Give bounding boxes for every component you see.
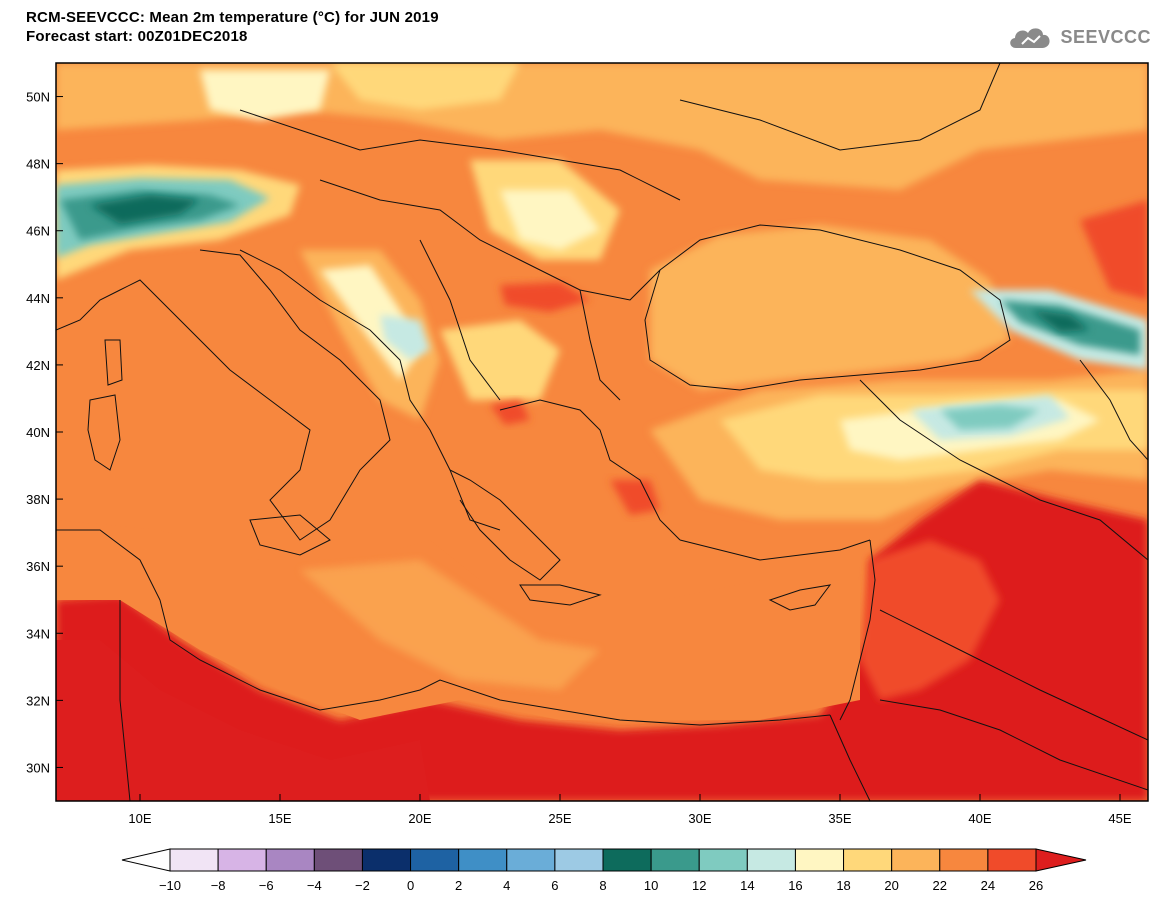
colorbar-low-arrow — [121, 848, 171, 872]
lat-tick-label: 34N — [26, 626, 50, 641]
colorbar-label: −6 — [259, 878, 274, 893]
colorbar-swatch — [217, 848, 267, 872]
colorbar-swatch — [794, 848, 845, 872]
colorbar-label: 24 — [981, 878, 995, 893]
colorbar-label: 12 — [692, 878, 706, 893]
colorbar-swatch — [265, 848, 315, 872]
colorbar-label: 20 — [884, 878, 898, 893]
colorbar-swatch — [361, 848, 412, 872]
colorbar-label: 26 — [1029, 878, 1043, 893]
colorbar-label: 16 — [788, 878, 802, 893]
colorbar-label: 0 — [407, 878, 414, 893]
lon-tick-label: 45E — [1108, 811, 1131, 826]
colorbar-label: 14 — [740, 878, 754, 893]
lon-tick-label: 35E — [828, 811, 851, 826]
colorbar-label: 8 — [599, 878, 606, 893]
colorbar-label: 22 — [933, 878, 947, 893]
colorbar-label: −8 — [211, 878, 226, 893]
colorbar-swatch — [746, 848, 796, 872]
lat-tick-label: 30N — [26, 760, 50, 775]
colorbar: −10 −8 −6 −4 −2 0 2 4 6 8 10 12 14 16 18 20 22 24 26 — [121, 848, 1087, 893]
colorbar-swatch — [554, 848, 604, 872]
colorbar-label: −10 — [159, 878, 181, 893]
colorbar-high-arrow — [1035, 848, 1087, 872]
lat-tick-label: 46N — [26, 224, 50, 239]
seevccc-logo: SEEVCCC — [1006, 22, 1151, 52]
cloud-icon — [1010, 28, 1051, 48]
lat-tick-label: 50N — [26, 90, 50, 105]
colorbar-swatch — [410, 848, 460, 872]
colorbar-label: 6 — [551, 878, 558, 893]
colorbar-swatch — [602, 848, 652, 872]
colorbar-swatch — [939, 848, 989, 872]
lat-tick-label: 40N — [26, 425, 50, 440]
lon-tick-label: 15E — [268, 811, 291, 826]
colorbar-swatch — [506, 848, 556, 872]
colorbar-label: −4 — [307, 878, 322, 893]
temperature-field — [56, 63, 1148, 801]
colorbar-label: 10 — [644, 878, 658, 893]
colorbar-label: 18 — [836, 878, 850, 893]
colorbar-swatch — [843, 848, 893, 872]
lon-tick-label: 30E — [688, 811, 711, 826]
lon-tick-label: 25E — [548, 811, 571, 826]
title-line-1: RCM-SEEVCCC: Mean 2m temperature (°C) fo… — [26, 9, 439, 26]
colorbar-swatch — [458, 848, 508, 872]
colorbar-swatch — [313, 848, 363, 872]
lat-tick-label: 48N — [26, 157, 50, 172]
colorbar-swatch — [987, 848, 1037, 872]
lon-tick-label: 20E — [408, 811, 431, 826]
colorbar-label: 4 — [503, 878, 510, 893]
colorbar-swatch — [650, 848, 700, 872]
map-axes: 10E 15E 20E 25E 30E 35E 40E 45E 30N 32N 34N 36N 38N 4… — [26, 90, 1132, 826]
colorbar-label: −2 — [355, 878, 370, 893]
lat-tick-label: 32N — [26, 693, 50, 708]
title-line-2: Forecast start: 00Z01DEC2018 — [26, 28, 248, 45]
logo-text: SEEVCCC — [1060, 26, 1151, 47]
coastlines — [56, 63, 1148, 801]
colorbar-label: 2 — [455, 878, 462, 893]
lat-tick-label: 42N — [26, 358, 50, 373]
lat-tick-label: 38N — [26, 492, 50, 507]
lon-tick-label: 10E — [128, 811, 151, 826]
map-title: RCM-SEEVCCC: Mean 2m temperature (°C) fo… — [26, 8, 439, 46]
colorbar-swatch — [891, 848, 941, 872]
colorbar-swatch — [169, 848, 219, 872]
colorbar-swatch — [698, 848, 748, 872]
lat-tick-label: 36N — [26, 559, 50, 574]
lon-tick-label: 40E — [968, 811, 991, 826]
lat-tick-label: 44N — [26, 291, 50, 306]
